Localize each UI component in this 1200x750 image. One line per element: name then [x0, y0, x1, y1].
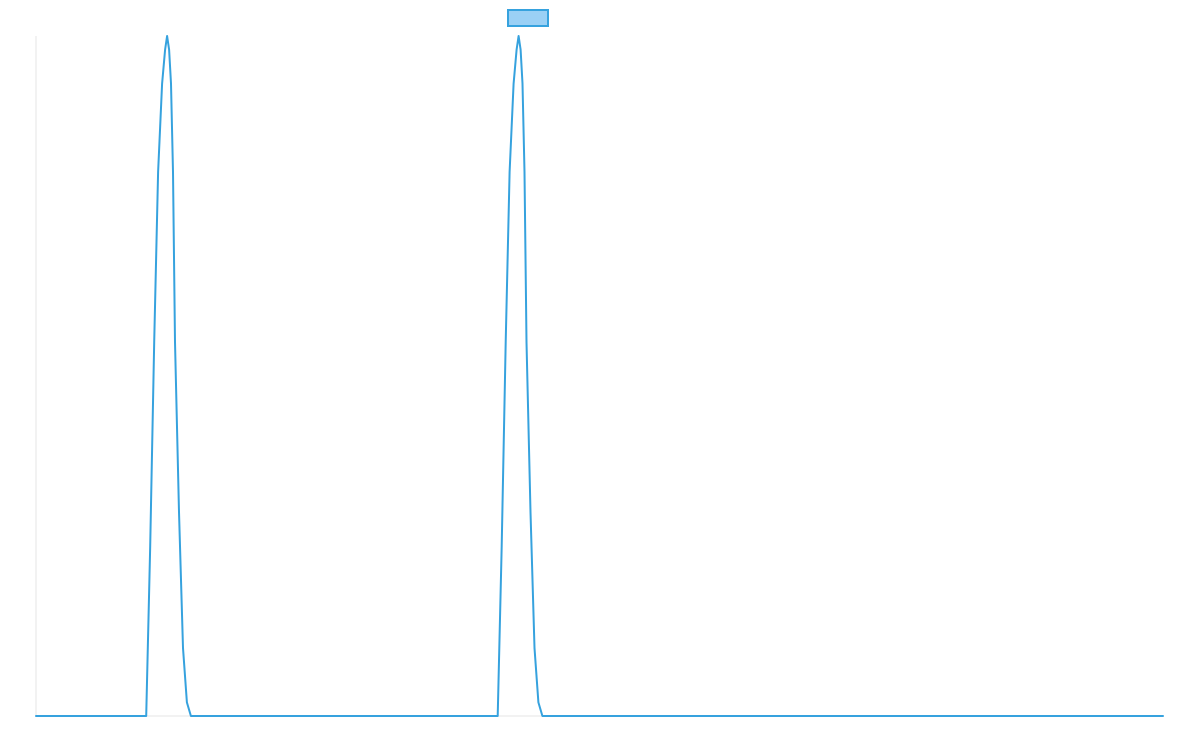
- legend-swatch[interactable]: [507, 9, 549, 27]
- axes: [35, 36, 1163, 717]
- legend[interactable]: [507, 9, 549, 27]
- series-layer: [35, 35, 1164, 717]
- series-line-0: [35, 35, 1164, 717]
